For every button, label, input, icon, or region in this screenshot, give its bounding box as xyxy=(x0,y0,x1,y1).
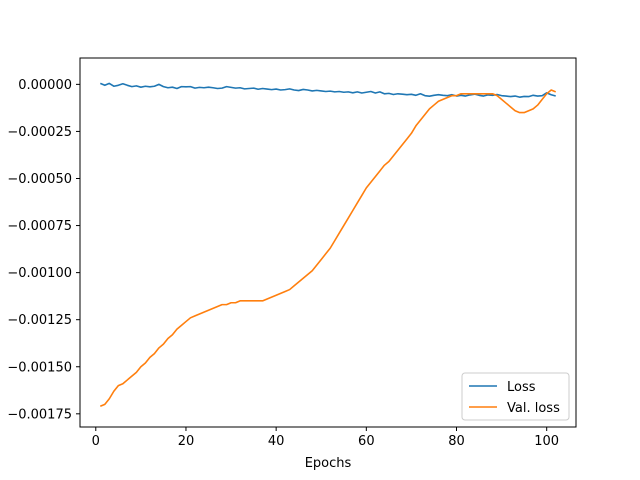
x-tick-label: 40 xyxy=(268,434,285,449)
y-axis-ticks: 0.00000 −0.00025 −0.00050 −0.00075 −0.00100 −… xyxy=(7,78,80,422)
x-tick-label: 80 xyxy=(448,434,465,449)
y-tick-label: −0.00150 xyxy=(7,360,72,375)
legend-label: Val. loss xyxy=(507,401,560,416)
legend-label: Loss xyxy=(507,380,536,395)
y-tick-label: −0.00175 xyxy=(7,407,72,422)
x-tick-label: 60 xyxy=(358,434,375,449)
y-tick-label: −0.00075 xyxy=(7,219,72,234)
y-tick-label: −0.00025 xyxy=(7,125,72,140)
y-tick-label: −0.00125 xyxy=(7,313,72,328)
legend: Loss Val. loss xyxy=(461,372,570,421)
y-tick-label: −0.00050 xyxy=(7,172,72,187)
series-line-0 xyxy=(99,82,556,98)
legend-frame xyxy=(461,372,570,421)
series-line-1 xyxy=(99,89,557,408)
y-tick-label: −0.00100 xyxy=(7,266,72,281)
plot-frame xyxy=(79,57,577,428)
y-tick-label: 0.00000 xyxy=(18,78,72,93)
plot-area xyxy=(99,82,557,408)
x-tick-label: 100 xyxy=(534,434,559,449)
x-tick-label: 20 xyxy=(178,434,195,449)
x-tick-label: 0 xyxy=(92,434,100,449)
x-axis-label: Epochs xyxy=(305,456,352,471)
x-axis-ticks: 0 20 40 60 80 100 xyxy=(92,427,559,449)
